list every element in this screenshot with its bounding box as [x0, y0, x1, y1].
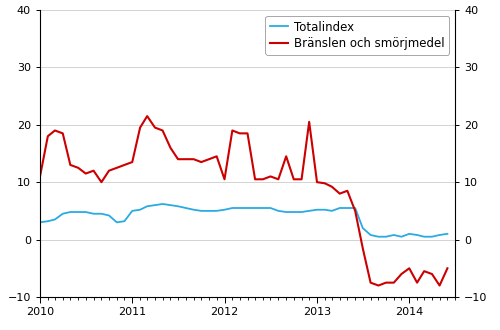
Legend: Totalindex, Bränslen och smörjmedel: Totalindex, Bränslen och smörjmedel: [266, 16, 449, 55]
